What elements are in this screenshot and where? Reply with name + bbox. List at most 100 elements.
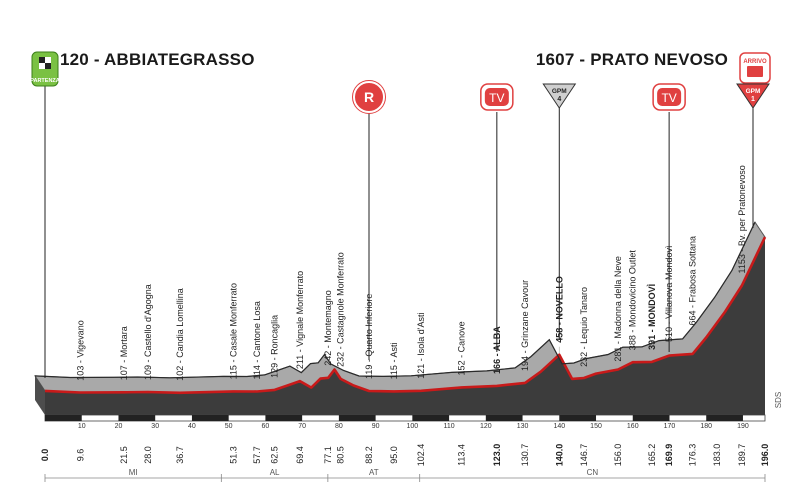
tv-icon (657, 88, 682, 106)
km-bar-segment (118, 415, 156, 421)
place-label: 119 - Quarto Inferiore (364, 294, 374, 379)
km-distance-label: 123.0 (492, 444, 502, 467)
km-distance-label: 21.5 (119, 446, 129, 464)
km-tick-label: 50 (225, 423, 233, 430)
km-distance-label: 140.0 (554, 444, 564, 467)
km-tick-label: 120 (480, 423, 492, 430)
km-bar-segment (559, 415, 597, 421)
gpm-category: 1 (751, 96, 755, 103)
profile-side (35, 375, 45, 415)
finish-badge-label: ARRIVO (743, 59, 767, 65)
km-distance-label: 102.4 (416, 444, 426, 467)
km-tick-label: 90 (372, 423, 380, 430)
place-label: 115 - Asti (389, 343, 399, 380)
profile-layer (34, 221, 767, 415)
tv-label: TV (661, 91, 676, 105)
km-tick-label: 40 (188, 423, 196, 430)
km-tick-label: 140 (553, 423, 565, 430)
km-distance-label: 77.1 (323, 446, 333, 464)
profile-front (45, 237, 765, 415)
km-distance-label: 80.5 (336, 446, 346, 464)
km-tick-label: 130 (517, 423, 529, 430)
km-distance-label: 88.2 (364, 446, 374, 464)
km-distance-label: 165.2 (647, 444, 657, 467)
km-bar-segment (485, 415, 523, 421)
km-tick-label: 150 (590, 423, 602, 430)
km-distance-label: 95.0 (389, 446, 399, 464)
place-label: 115 - Casale Monferrato (228, 283, 238, 379)
km-tick-label: 70 (298, 423, 306, 430)
place-label: 109 - Castello d'Agogna (143, 284, 153, 380)
km-tick-label: 110 (443, 423, 454, 430)
km-axis: 10 20 30 40 50 60 70 80 90 100 110 120 130 140 150 160 1… (40, 392, 783, 482)
km-bar-segment (706, 415, 743, 421)
intermediate-sprint-icon (353, 81, 385, 113)
place-labels: 103 - Vigevano 107 - Mortara 109 - Castell… (75, 165, 747, 381)
km-distance-label: 57.7 (252, 446, 262, 464)
km-distance-label: 176.3 (688, 444, 698, 467)
place-label: 194 - Grinzane Cavour (520, 280, 530, 371)
place-label: 121 - Isola d'Asti (416, 312, 426, 378)
km-distance-label: 183.0 (712, 444, 722, 467)
km-tick-label: 60 (262, 423, 270, 430)
km-tick-label: 180 (700, 423, 712, 430)
road-line (44, 236, 767, 395)
km-distance-label: 9.6 (75, 449, 85, 462)
km-distance-label: 113.4 (457, 444, 467, 466)
gpm-label: GPM (746, 88, 761, 95)
km-distance-label: 169.9 (664, 444, 674, 467)
place-label: 166 - ALBA (492, 326, 502, 374)
km-distance-label: 62.5 (270, 446, 280, 464)
place-label: 458 - NOVELLO (554, 276, 564, 343)
km-tick-label: 100 (407, 423, 419, 430)
km-distance-label: 28.0 (143, 446, 153, 464)
place-label: 510 - Villanova Mondovì (664, 246, 674, 342)
finish-name: PRATO NEVOSO (590, 50, 728, 69)
province-label: CN (587, 468, 599, 477)
km-distance-label: 156.0 (613, 444, 623, 467)
km-distance-label: 130.7 (520, 444, 530, 467)
province-label: AL (270, 468, 280, 477)
start-badge-label: PARTENZA (30, 78, 60, 84)
km-bar-segment (632, 415, 670, 421)
gpm-icon (542, 83, 577, 109)
km-bar-segment (412, 415, 450, 421)
km-bar-segment (45, 415, 82, 421)
intermediate-sprint-ring (352, 80, 386, 114)
profile-top-edge (34, 221, 756, 379)
start-name: ABBIATEGRASSO (104, 50, 255, 69)
gpm-category: 4 (557, 96, 561, 103)
start-flag-check (45, 63, 51, 69)
place-label: 232 - Lequio Tanaro (579, 287, 589, 367)
place-label: 107 - Mortara (119, 326, 129, 380)
km-tick-label: 10 (78, 423, 86, 430)
km-distance-label: 196.0 (760, 444, 770, 467)
km-bar-segment (338, 415, 376, 421)
place-label: 211 - Vignale Monferrato (295, 271, 305, 369)
place-label: 114 - Cantone Losa (252, 301, 262, 379)
place-label: 232 - Castagnole Monferrato (336, 252, 346, 367)
place-label: 391 - MONDOVÌ (647, 283, 657, 350)
place-label: 152 - Canove (457, 321, 467, 375)
km-distance-label: 51.3 (228, 446, 238, 464)
km-distance-label: 0.0 (40, 449, 50, 462)
tv-label: TV (489, 91, 504, 105)
place-label: 102 - Candia Lomellina (175, 288, 185, 381)
finish-altitude: 1607 (535, 50, 575, 69)
place-label: 1153 - Bv. per Pratonevoso (737, 165, 747, 273)
place-label: 388 - Mondovicino Outlet (628, 250, 638, 351)
km-bar-segment (191, 415, 229, 421)
km-distance-label: 146.7 (579, 444, 589, 467)
km-tick-label: 30 (151, 423, 159, 430)
km-bar-segment (265, 415, 303, 421)
place-label: 129 - Roncaglia (270, 315, 280, 378)
gpm-icon (736, 83, 770, 109)
start-altitude: 120 (60, 50, 89, 69)
province-label: MI (129, 468, 138, 477)
province-label: AT (369, 468, 379, 477)
km-tick-label: 170 (664, 423, 676, 430)
km-tick-label: 190 (737, 423, 749, 430)
km-distance-label: 69.4 (295, 446, 305, 464)
start-flag-check (39, 57, 45, 63)
